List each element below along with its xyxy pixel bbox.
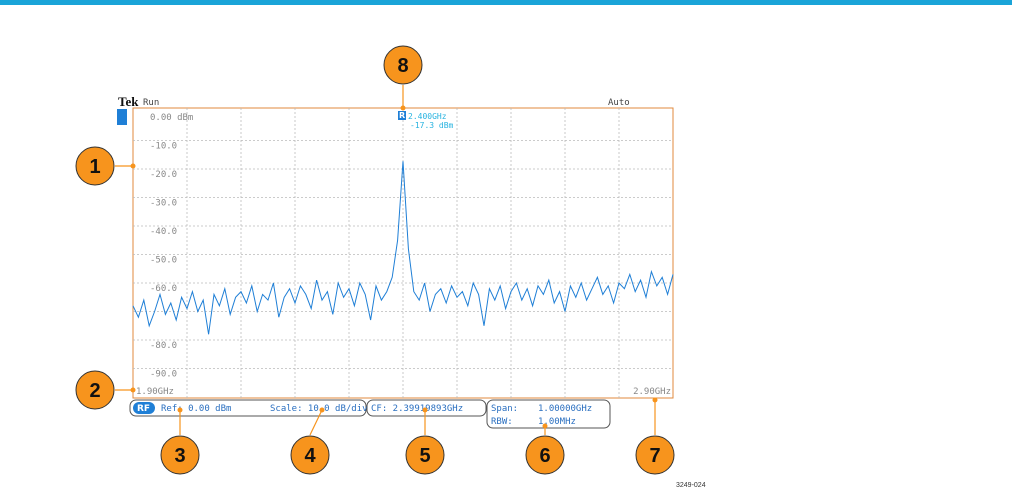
top-bar [0,0,1012,5]
x-tick-label: 1.90GHz [136,387,174,397]
span: 1.00000GHz [538,404,592,414]
callout-circle [635,435,675,475]
callout-number: 5 [419,445,430,467]
y-tick-label: -20.0 [150,170,177,180]
graticule: 0.00 dBm -10.0 -20.0 -30.0 -40.0 -50.0 -60.0 -8… [133,108,673,398]
readout-box [129,399,367,417]
leaders [115,85,656,436]
callout-number: 1 [89,156,100,178]
trigger-mode: Auto [608,98,630,108]
rbw: 1.00MHz [538,417,576,427]
y-tick-label: -90.0 [150,370,177,380]
y-tick-label: -50.0 [150,256,177,266]
y-tick-label: -80.0 [150,341,177,351]
y-tick-label: -30.0 [150,199,177,209]
center-freq: CF: 2.39919893GHz [371,404,463,414]
ref-level: Ref: 0.00 dBm [161,404,231,414]
ref-icon [117,109,127,125]
callout-circle [160,435,200,475]
rf-label: RF [137,404,150,414]
callout-number: 7 [649,445,660,467]
marker-freq: 2.400GHz [408,112,447,121]
marker-level: -17.3 dBm [410,121,454,130]
brand: Tek [118,94,139,109]
plot [132,161,674,335]
readout-box [486,399,611,429]
callout-number: 4 [304,445,316,467]
callout-number: 3 [174,445,185,467]
span-label: Span: [491,404,518,414]
marker-letter: R [399,111,405,120]
y-tick-label: 0.00 dBm [150,113,193,123]
y-tick-label: -40.0 [150,227,177,237]
rbw-label: RBW: [491,417,513,427]
callout-number: 2 [89,380,100,402]
callout-number: 6 [539,445,550,467]
callout-circle [290,435,330,475]
callout-circle [75,146,115,186]
readout-box [366,399,487,417]
spectrum-trace [132,161,674,335]
figure-id: 3249-024 [676,482,706,489]
rf-badge [133,402,155,414]
y-tick-label: -10.0 [150,142,177,152]
callout-number: 8 [397,55,408,77]
y-tick-label: -60.0 [150,284,177,294]
callout-circle [75,370,115,410]
run-state: Run [143,98,159,108]
leader-dots [130,105,658,429]
marker-badge [398,111,406,120]
x-tick-label: 2.90GHz [633,387,671,397]
callouts: 1 2 3 4 5 6 7 8 [75,45,675,475]
callout-circle [405,435,445,475]
scale: Scale: 10.0 dB/div [270,404,368,414]
callout-circle [383,45,423,85]
callout-circle [525,435,565,475]
